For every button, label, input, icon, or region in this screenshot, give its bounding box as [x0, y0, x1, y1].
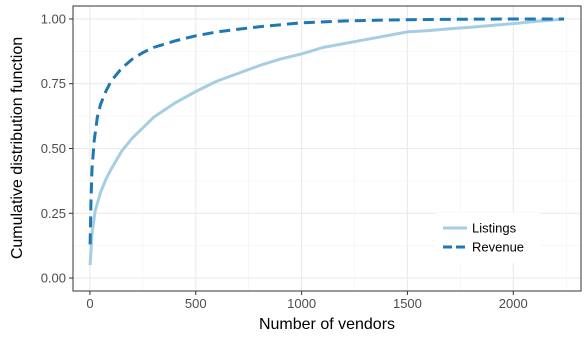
x-tick-label: 0 — [86, 296, 93, 311]
series-line-listings — [88, 17, 565, 266]
legend: Listings Revenue — [436, 213, 540, 263]
y-tick-label: 0.25 — [41, 206, 66, 221]
y-axis-title: Cumulative distribution function — [9, 37, 26, 259]
y-tick-label: 0.50 — [41, 141, 66, 156]
legend-label-revenue: Revenue — [472, 240, 524, 255]
series-line-revenue — [88, 17, 565, 245]
y-tick-label: 0.00 — [41, 271, 66, 286]
y-tick-label: 1.00 — [41, 11, 66, 26]
series-lines — [88, 17, 565, 266]
legend-label-listings: Listings — [472, 221, 517, 236]
x-tick-label: 1500 — [393, 296, 422, 311]
x-axis-title: Number of vendors — [259, 316, 395, 333]
y-tick-label: 0.75 — [41, 76, 66, 91]
legend-background — [436, 213, 540, 263]
x-tick-label: 2000 — [499, 296, 528, 311]
x-tick-label: 1000 — [287, 296, 316, 311]
x-tick-label: 500 — [185, 296, 207, 311]
axis-ticks: 0 500 1000 1500 2000 0.00 0.25 0.50 0.75 1.00 — [41, 11, 528, 311]
